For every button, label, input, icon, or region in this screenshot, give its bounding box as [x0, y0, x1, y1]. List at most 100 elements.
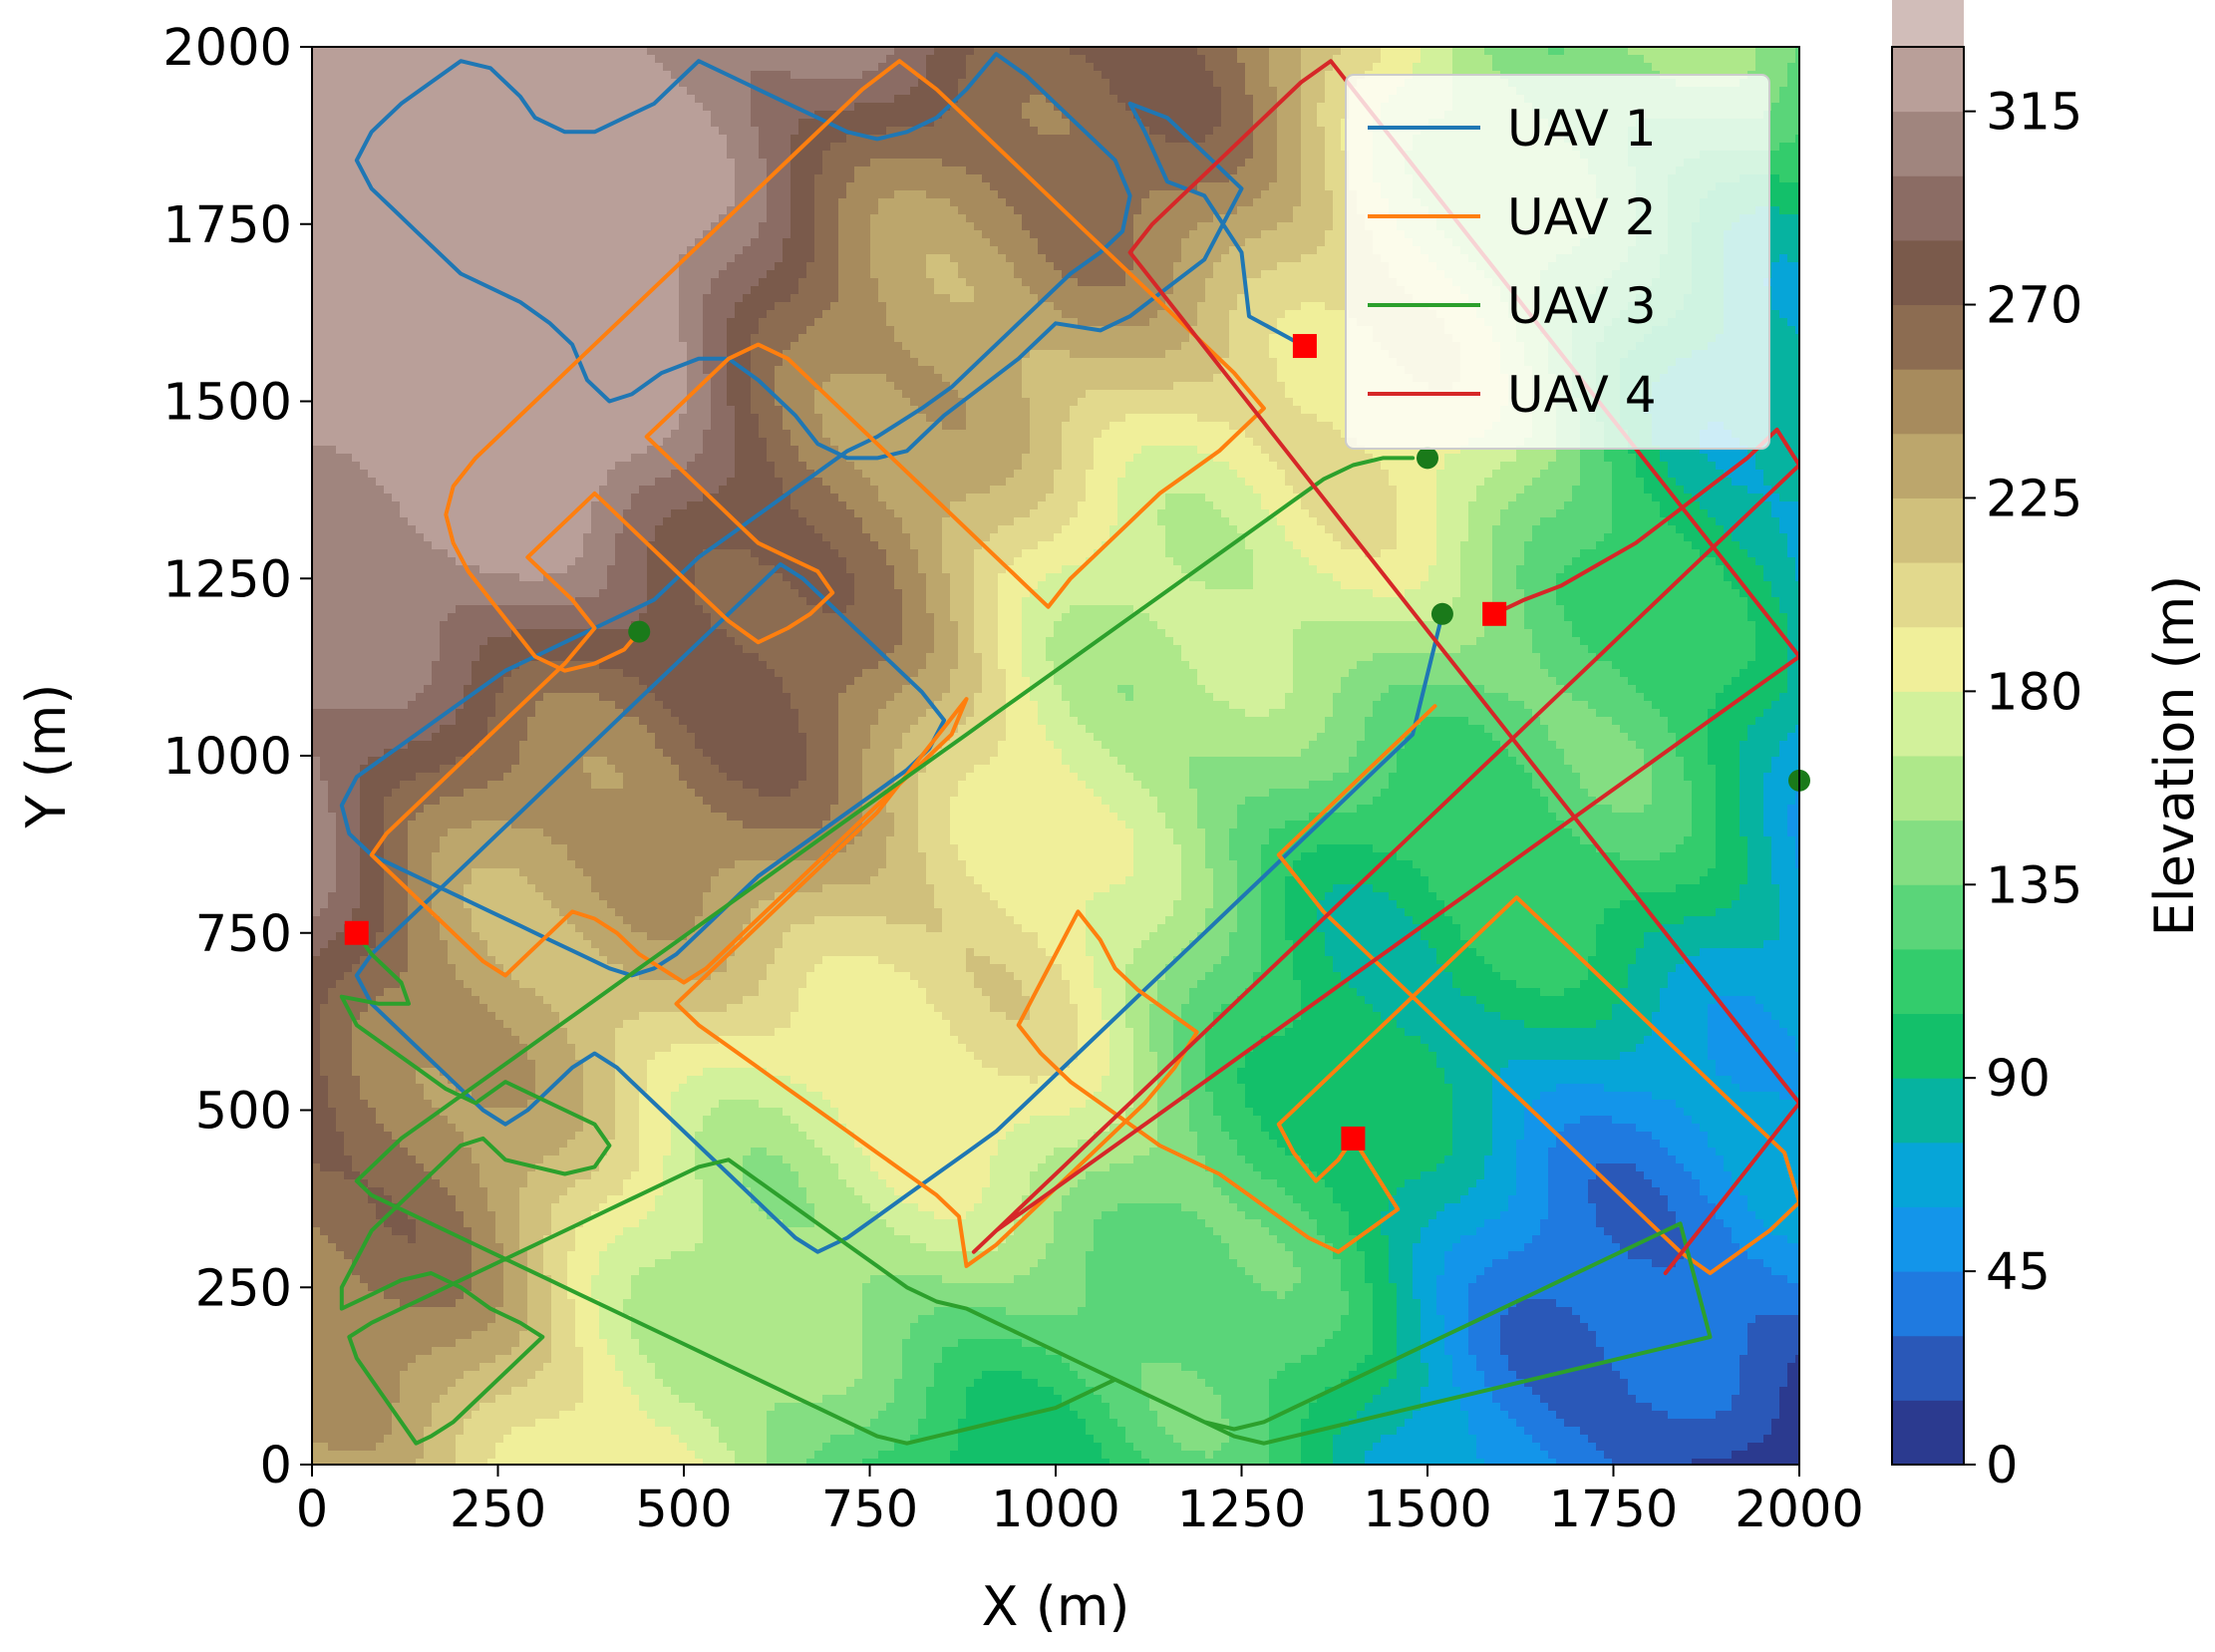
terrain-cell [328, 1211, 337, 1220]
terrain-cell [408, 1020, 417, 1029]
terrain-cell [320, 1140, 329, 1149]
terrain-cell [432, 286, 441, 295]
terrain-cell [344, 605, 353, 614]
terrain-cell [424, 1156, 433, 1164]
terrain-cell [432, 334, 441, 343]
terrain-cell [384, 1331, 393, 1340]
terrain-cell [320, 940, 329, 949]
terrain-cell [400, 956, 409, 965]
terrain-cell [392, 1251, 401, 1260]
terrain-cell [416, 1163, 425, 1172]
terrain-cell [328, 948, 337, 957]
terrain-cell [456, 1323, 465, 1332]
terrain-cell [456, 438, 465, 447]
terrain-cell [328, 629, 337, 638]
terrain-cell [312, 789, 321, 798]
terrain-cell [440, 1060, 449, 1069]
terrain-cell [360, 1140, 369, 1149]
terrain-cell [448, 1299, 457, 1308]
terrain-cell [440, 1355, 449, 1364]
terrain-cell [328, 151, 337, 160]
terrain-cell [344, 1443, 353, 1452]
terrain-cell [456, 581, 465, 590]
terrain-cell [392, 541, 401, 550]
terrain-cell [328, 310, 337, 319]
terrain-cell [424, 701, 433, 710]
terrain-cell [344, 525, 353, 534]
terrain-cell [320, 741, 329, 750]
terrain-cell [320, 541, 329, 550]
terrain-cell [360, 326, 369, 335]
terrain-cell [336, 1132, 345, 1141]
terrain-cell [416, 1132, 425, 1141]
terrain-cell [312, 374, 321, 383]
terrain-cell [352, 1140, 361, 1149]
terrain-cell [408, 1108, 417, 1117]
terrain-cell [424, 1012, 433, 1021]
terrain-cell [440, 1299, 449, 1308]
terrain-cell [312, 63, 321, 72]
terrain-cell [344, 414, 353, 423]
terrain-cell [392, 1076, 401, 1085]
terrain-cell [384, 813, 393, 822]
terrain-cell [360, 1044, 369, 1053]
terrain-cell [376, 1275, 385, 1284]
terrain-cell [432, 1203, 441, 1212]
terrain-cell [400, 135, 409, 144]
terrain-cell [416, 653, 425, 662]
terrain-cell [400, 964, 409, 973]
terrain-cell [400, 414, 409, 423]
terrain-cell [352, 797, 361, 806]
terrain-cell [424, 270, 433, 279]
terrain-cell [408, 677, 417, 686]
terrain-cell [352, 430, 361, 439]
terrain-cell [400, 350, 409, 359]
terrain-cell [440, 326, 449, 335]
terrain-cell [352, 454, 361, 463]
terrain-cell [432, 1124, 441, 1133]
terrain-cell [384, 454, 393, 463]
terrain-cell [456, 1403, 465, 1412]
terrain-cell [368, 103, 377, 112]
terrain-cell [320, 693, 329, 702]
terrain-cell [320, 382, 329, 391]
terrain-cell [344, 1028, 353, 1037]
terrain-cell [352, 661, 361, 670]
terrain-cell [312, 222, 321, 231]
terrain-cell [464, 214, 473, 223]
terrain-cell [312, 1339, 321, 1348]
terrain-cell [344, 79, 353, 88]
terrain-cell [424, 1243, 433, 1252]
terrain-cell [368, 1179, 377, 1188]
terrain-cell [328, 1355, 337, 1364]
terrain-cell [312, 860, 321, 869]
terrain-cell [384, 222, 393, 231]
terrain-cell [400, 717, 409, 726]
terrain-cell [344, 541, 353, 550]
terrain-cell [376, 613, 385, 622]
terrain-cell [440, 996, 449, 1005]
terrain-cell [368, 1259, 377, 1268]
terrain-cell [368, 1203, 377, 1212]
terrain-cell [384, 980, 393, 989]
terrain-cell [432, 972, 441, 981]
terrain-cell [448, 1403, 457, 1412]
terrain-cell [456, 517, 465, 526]
terrain-cell [424, 222, 433, 231]
terrain-cell [424, 454, 433, 463]
terrain-cell [408, 1116, 417, 1125]
terrain-cell [360, 438, 369, 447]
terrain-cell [376, 781, 385, 790]
terrain-cell [344, 549, 353, 558]
terrain-cell [352, 1275, 361, 1284]
terrain-cell [344, 470, 353, 479]
terrain-cell [312, 765, 321, 774]
terrain-cell [328, 1076, 337, 1085]
terrain-cell [456, 741, 465, 750]
terrain-cell [440, 1187, 449, 1196]
terrain-cell [416, 1076, 425, 1085]
terrain-cell [368, 318, 377, 327]
terrain-cell [392, 350, 401, 359]
terrain-cell [456, 198, 465, 207]
terrain-cell [368, 517, 377, 526]
